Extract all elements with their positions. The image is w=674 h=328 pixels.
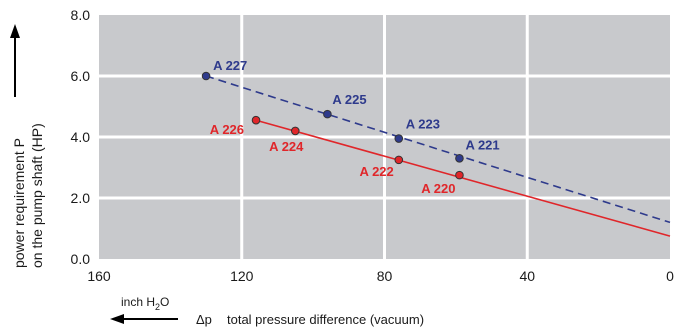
y-tick-label: 4.0	[71, 129, 91, 145]
y-axis-label-line1: power requirement P	[11, 138, 27, 268]
data-point-label: A 220	[421, 181, 455, 196]
series-layer: A 227 A 225 A 223 A 221 A 226 A 224 A 222 A 220	[201, 58, 671, 237]
data-point	[394, 155, 404, 165]
y-axis-label-line2: on the pump shaft (HP)	[29, 123, 45, 268]
x-axis-title: inch H2O Δp total pressure difference (v…	[110, 295, 424, 327]
y-axis-title: power requirement P on the pump shaft (H…	[10, 24, 45, 268]
y-tick-label: 0.0	[71, 251, 91, 267]
y-axis-arrow-head	[10, 24, 20, 38]
data-point	[290, 126, 300, 136]
x-axis-label: total pressure difference (vacuum)	[227, 312, 424, 327]
data-point	[455, 154, 464, 163]
x-tick-label: 120	[230, 268, 254, 284]
data-point-label: A 225	[332, 92, 366, 107]
y-tick-label: 6.0	[71, 68, 91, 84]
y-axis-ticks: 0.0 2.0 4.0 6.0 8.0	[71, 7, 91, 267]
y-tick-label: 8.0	[71, 7, 91, 23]
x-tick-label: 80	[377, 268, 393, 284]
data-point	[251, 115, 261, 125]
series-line	[255, 119, 671, 237]
x-tick-label: 160	[87, 268, 111, 284]
data-point	[455, 170, 464, 180]
data-point-label: A 224	[269, 139, 304, 154]
series-line	[205, 75, 671, 224]
data-point	[394, 134, 404, 143]
x-axis-arrow-head	[110, 314, 124, 324]
x-tick-label: 40	[519, 268, 535, 284]
data-point-label: A 221	[465, 137, 499, 152]
x-axis-symbol: Δp	[196, 312, 212, 327]
data-point	[323, 109, 332, 119]
data-point	[201, 71, 211, 81]
x-axis-unit: inch H2O	[121, 295, 169, 312]
data-point-label: A 227	[213, 58, 247, 73]
x-axis-unit-sub: 2	[155, 302, 160, 312]
data-point-label: A 222	[360, 164, 394, 179]
gridlines	[99, 15, 670, 259]
x-axis-unit-prefix: inch H	[121, 295, 155, 309]
series-0: A 227 A 225 A 223 A 221	[201, 58, 671, 224]
data-point-label: A 223	[406, 117, 440, 132]
series-1: A 226 A 224 A 222 A 220	[210, 115, 671, 237]
x-axis-ticks: 160 120 80 40 0	[87, 268, 674, 284]
y-tick-label: 2.0	[71, 190, 91, 206]
x-axis-unit-suffix: O	[160, 295, 169, 309]
data-point-label: A 226	[210, 122, 244, 137]
x-tick-label: 0	[666, 268, 674, 284]
